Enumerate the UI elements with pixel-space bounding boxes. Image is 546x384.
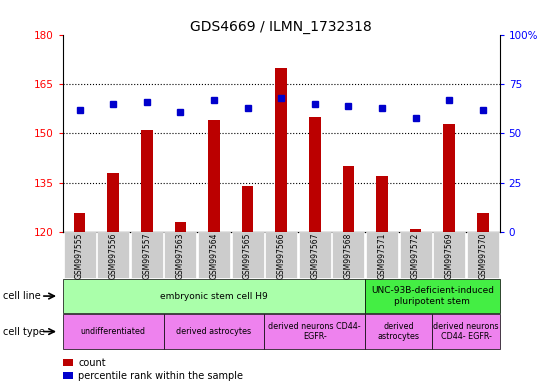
Bar <box>164 232 197 278</box>
Bar <box>477 213 489 232</box>
Text: derived
astrocytes: derived astrocytes <box>378 322 420 341</box>
Bar <box>309 117 321 232</box>
Bar <box>63 359 73 366</box>
Bar <box>63 279 365 313</box>
Text: GSM997563: GSM997563 <box>176 232 185 279</box>
Text: GSM997567: GSM997567 <box>310 232 319 279</box>
Text: GSM997566: GSM997566 <box>277 232 286 279</box>
Text: undifferentiated: undifferentiated <box>81 327 146 336</box>
Bar <box>63 372 73 379</box>
Bar <box>74 213 86 232</box>
Bar <box>376 176 388 232</box>
Bar <box>410 229 422 232</box>
Text: count: count <box>78 358 106 368</box>
Bar <box>432 314 500 349</box>
Text: GSM997565: GSM997565 <box>243 232 252 279</box>
Bar <box>366 232 398 278</box>
Bar <box>198 232 230 278</box>
Text: GSM997570: GSM997570 <box>478 232 487 279</box>
Text: UNC-93B-deficient-induced
pluripotent stem: UNC-93B-deficient-induced pluripotent st… <box>371 286 494 306</box>
Text: derived neurons CD44-
EGFR-: derived neurons CD44- EGFR- <box>269 322 361 341</box>
Bar <box>131 232 163 278</box>
Text: GSM997571: GSM997571 <box>377 232 387 278</box>
Bar <box>265 232 297 278</box>
Bar <box>433 232 465 278</box>
Bar <box>342 166 354 232</box>
Bar <box>275 68 287 232</box>
Bar <box>299 232 331 278</box>
Bar <box>443 124 455 232</box>
Text: percentile rank within the sample: percentile rank within the sample <box>78 371 243 381</box>
Text: GSM997568: GSM997568 <box>344 232 353 278</box>
Bar <box>63 232 96 278</box>
Text: embryonic stem cell H9: embryonic stem cell H9 <box>160 291 268 301</box>
Bar <box>108 173 119 232</box>
Text: derived astrocytes: derived astrocytes <box>176 327 252 336</box>
Bar <box>264 314 365 349</box>
Text: cell type: cell type <box>3 326 45 337</box>
Bar <box>467 232 498 278</box>
Text: derived neurons
CD44- EGFR-: derived neurons CD44- EGFR- <box>433 322 498 341</box>
Bar <box>232 232 264 278</box>
Bar <box>365 279 500 313</box>
Bar <box>400 232 431 278</box>
Text: GSM997569: GSM997569 <box>444 232 454 279</box>
Text: GSM997572: GSM997572 <box>411 232 420 278</box>
Text: GSM997555: GSM997555 <box>75 232 84 279</box>
Bar <box>63 314 164 349</box>
Bar <box>141 130 153 232</box>
Bar <box>333 232 364 278</box>
Bar <box>164 314 264 349</box>
Bar <box>365 314 432 349</box>
Bar <box>208 120 220 232</box>
Bar <box>242 186 253 232</box>
Text: GSM997556: GSM997556 <box>109 232 118 279</box>
Bar <box>175 222 186 232</box>
Bar <box>97 232 129 278</box>
Text: GSM997557: GSM997557 <box>143 232 151 279</box>
Text: cell line: cell line <box>3 291 40 301</box>
Title: GDS4669 / ILMN_1732318: GDS4669 / ILMN_1732318 <box>191 20 372 33</box>
Text: GSM997564: GSM997564 <box>210 232 218 279</box>
